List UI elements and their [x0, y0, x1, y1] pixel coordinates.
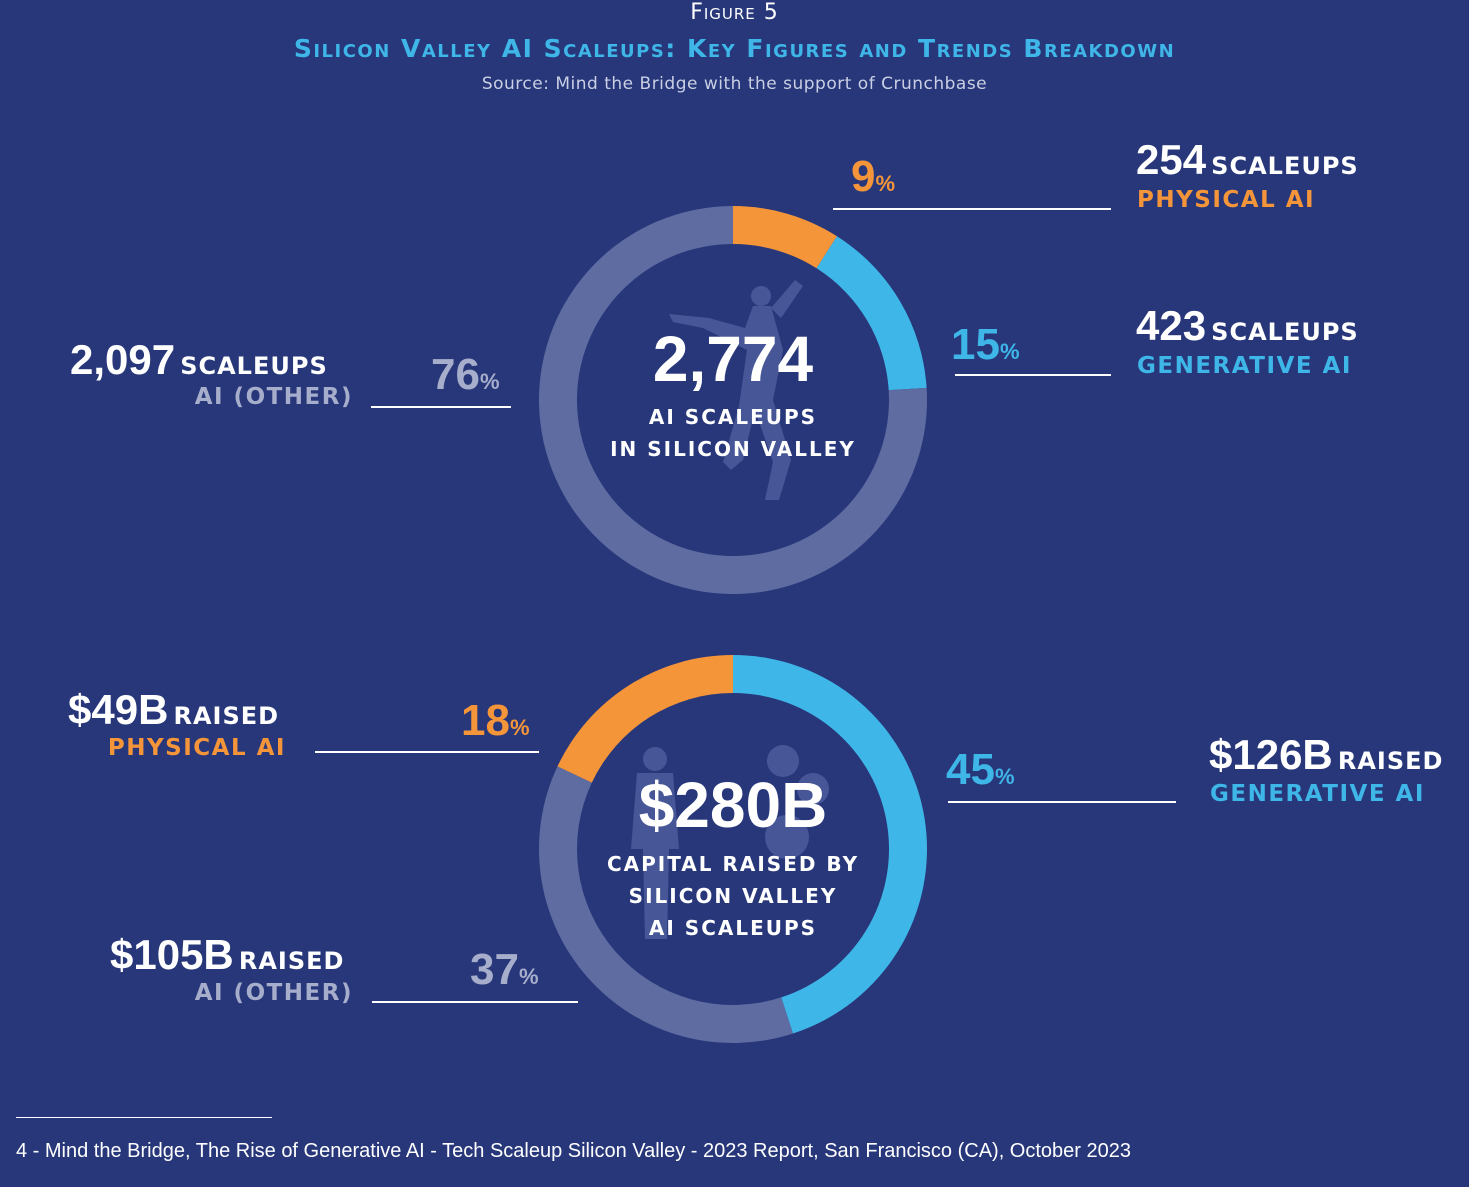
scaleups-generative-leader-line	[955, 374, 1111, 376]
figure-label: Figure 5	[690, 0, 779, 25]
capital-donut-chart	[539, 655, 927, 1043]
scaleups-physical-count: 254	[1136, 136, 1207, 183]
scaleups-donut-chart	[538, 206, 927, 594]
businessman-silhouette-icon	[631, 747, 679, 939]
figure-source: Source: Mind the Bridge with the support…	[481, 74, 988, 94]
scaleups-center-label-1: AI SCALEUPS	[648, 405, 818, 429]
capital-donut-slices	[539, 655, 927, 1043]
capital-center-label-3: AI SCALEUPS	[648, 916, 818, 940]
capital-generative-label: GENERATIVE AI	[1210, 781, 1425, 807]
capital-slice-physical	[557, 655, 733, 783]
scaleups-other-unit: SCALEUPS	[180, 352, 328, 380]
capital-center-label-1: CAPITAL RAISED BY	[606, 852, 860, 876]
capital-total-value: $280B	[638, 769, 828, 841]
capital-physical-amount-row: $49B RAISED	[68, 686, 279, 734]
scaleups-physical-pct: 9%	[851, 152, 896, 201]
capital-slice-other	[539, 766, 793, 1043]
dollar-coins-icon	[765, 745, 829, 859]
dancer-silhouette-icon	[669, 280, 803, 500]
scaleups-other-count-row: 2,097 SCALEUPS	[70, 336, 328, 384]
capital-physical-label: PHYSICAL AI	[107, 735, 286, 761]
scaleups-generative-unit: SCALEUPS	[1211, 318, 1359, 346]
capital-generative-pct: 45%	[946, 745, 1015, 794]
capital-generative-leader-line	[948, 801, 1176, 803]
capital-physical-unit: RAISED	[173, 702, 280, 730]
scaleups-donut-slices	[538, 206, 927, 594]
capital-other-leader-line	[372, 1001, 578, 1003]
capital-slice-generative	[733, 655, 927, 1034]
scaleups-center-label-2: IN SILICON VALLEY	[610, 437, 856, 461]
scaleups-physical-label: PHYSICAL AI	[1137, 187, 1316, 213]
scaleups-physical-unit: SCALEUPS	[1211, 152, 1359, 180]
scaleups-generative-count: 423	[1136, 302, 1207, 349]
scaleups-generative-pct: 15%	[951, 320, 1020, 369]
scaleups-physical-leader-line	[833, 208, 1111, 210]
scaleups-generative-count-row: 423 SCALEUPS	[1136, 302, 1359, 350]
scaleups-other-count: 2,097	[70, 336, 176, 383]
scaleups-slice-generative	[816, 236, 927, 391]
scaleups-generative-label: GENERATIVE AI	[1137, 353, 1352, 379]
capital-other-pct: 37%	[470, 945, 539, 994]
scaleups-total-value: 2,774	[652, 323, 814, 395]
footnote-divider	[16, 1117, 272, 1118]
capital-other-label: AI (OTHER)	[194, 980, 353, 1006]
capital-other-amount: $105B	[110, 931, 234, 978]
figure-title: Silicon Valley AI Scaleups: Key Figures …	[293, 34, 1176, 63]
capital-generative-amount: $126B	[1209, 731, 1333, 778]
capital-generative-unit: RAISED	[1337, 747, 1444, 775]
capital-generative-amount-row: $126B RAISED	[1209, 731, 1443, 779]
footnote: 4 - Mind the Bridge, The Rise of Generat…	[16, 1140, 1131, 1162]
capital-other-unit: RAISED	[238, 947, 345, 975]
capital-physical-pct: 18%	[461, 696, 530, 745]
capital-physical-amount: $49B	[68, 686, 169, 733]
capital-other-amount-row: $105B RAISED	[110, 931, 344, 979]
scaleups-slice-physical	[733, 206, 837, 269]
capital-center-label-2: SILICON VALLEY	[628, 884, 838, 908]
scaleups-physical-count-row: 254 SCALEUPS	[1136, 136, 1359, 184]
scaleups-other-pct: 76%	[431, 350, 500, 399]
scaleups-other-leader-line	[371, 406, 511, 408]
scaleups-other-label: AI (OTHER)	[194, 384, 353, 410]
capital-physical-leader-line	[315, 751, 539, 753]
